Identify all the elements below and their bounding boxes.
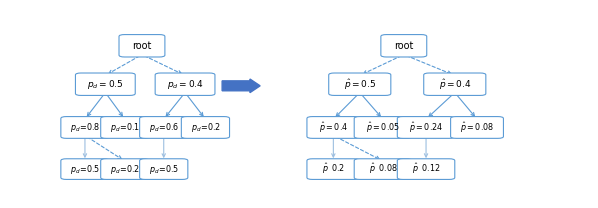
FancyBboxPatch shape (181, 116, 230, 138)
Text: $p_d\!=\!0.2$: $p_d\!=\!0.2$ (110, 163, 140, 176)
Text: root: root (394, 41, 413, 51)
Text: $p_d\!=\!0.8$: $p_d\!=\!0.8$ (70, 121, 100, 134)
FancyBboxPatch shape (329, 73, 391, 95)
FancyBboxPatch shape (397, 116, 454, 138)
Text: $p_d=0.4$: $p_d=0.4$ (167, 78, 203, 91)
FancyBboxPatch shape (100, 116, 149, 138)
FancyBboxPatch shape (75, 73, 135, 95)
FancyBboxPatch shape (397, 159, 454, 180)
Text: $p_d\!=\!0.5$: $p_d\!=\!0.5$ (70, 163, 100, 176)
Text: $\hat{p}=0.4$: $\hat{p}=0.4$ (319, 120, 348, 135)
Text: $\hat{p}\;\;0.2$: $\hat{p}\;\;0.2$ (322, 162, 345, 176)
FancyBboxPatch shape (381, 35, 427, 57)
FancyBboxPatch shape (119, 35, 165, 57)
FancyBboxPatch shape (451, 116, 504, 138)
Text: $\hat{p}\;\;0.08$: $\hat{p}\;\;0.08$ (368, 162, 397, 176)
FancyBboxPatch shape (139, 116, 188, 138)
Text: $p_d\!=\!0.5$: $p_d\!=\!0.5$ (149, 163, 179, 176)
FancyBboxPatch shape (354, 116, 411, 138)
Text: root: root (132, 41, 152, 51)
FancyBboxPatch shape (307, 116, 360, 138)
FancyBboxPatch shape (61, 116, 109, 138)
FancyBboxPatch shape (155, 73, 215, 95)
Text: $\hat{p}\;\;0.12$: $\hat{p}\;\;0.12$ (412, 162, 440, 176)
FancyBboxPatch shape (61, 159, 109, 180)
FancyBboxPatch shape (307, 159, 360, 180)
Text: $\hat{p}=0.05$: $\hat{p}=0.05$ (366, 120, 400, 135)
Text: $p_d=0.5$: $p_d=0.5$ (87, 78, 124, 91)
Text: $p_d\!=\!0.6$: $p_d\!=\!0.6$ (148, 121, 179, 134)
Text: $p_d\!=\!0.2$: $p_d\!=\!0.2$ (191, 121, 220, 134)
FancyBboxPatch shape (354, 159, 411, 180)
FancyBboxPatch shape (424, 73, 486, 95)
Text: $\hat{p}=0.5$: $\hat{p}=0.5$ (344, 77, 376, 92)
Text: $p_d\!=\!0.1$: $p_d\!=\!0.1$ (110, 121, 140, 134)
FancyBboxPatch shape (100, 159, 149, 180)
Text: $\hat{p}=0.24$: $\hat{p}=0.24$ (409, 120, 443, 135)
FancyBboxPatch shape (139, 159, 188, 180)
Text: $\hat{p}=0.4$: $\hat{p}=0.4$ (438, 77, 471, 92)
Text: $\hat{p}=0.08$: $\hat{p}=0.08$ (460, 120, 494, 135)
FancyArrow shape (222, 79, 260, 93)
